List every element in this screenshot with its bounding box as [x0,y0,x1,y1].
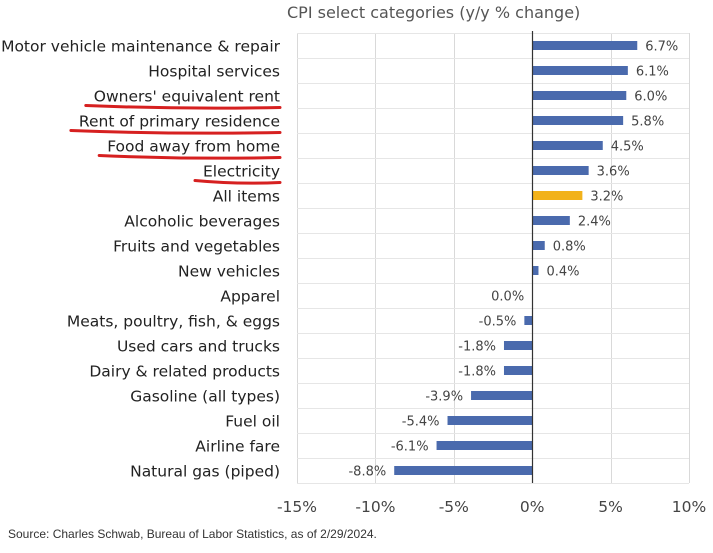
value-label-11: -0.5% [479,315,517,330]
bar-8 [532,241,545,250]
value-label-3: 5.8% [631,115,664,130]
x-tick-label-5: 10% [672,498,706,516]
bar-14 [471,391,533,400]
category-label-3: Rent of primary residence [79,113,280,131]
bar-9 [532,266,539,275]
bar-3 [532,116,624,125]
value-label-6: 3.2% [590,190,623,205]
bar-2 [532,91,627,100]
highlight-underline-5 [193,179,282,185]
category-label-11: Meats, poultry, fish, & eggs [67,313,280,331]
source-note: Source: Charles Schwab, Bureau of Labor … [8,527,377,541]
bar-16 [436,441,533,450]
x-tick-label-3: 0% [520,498,545,516]
value-label-9: 0.4% [546,265,579,280]
highlight-underline-2 [84,104,282,110]
value-label-15: -5.4% [402,415,440,430]
value-label-17: -8.8% [348,465,386,480]
category-label-6: All items [213,188,280,206]
category-label-15: Fuel oil [225,413,280,431]
value-label-10: 0.0% [491,290,524,305]
x-tick-label-2: -5% [439,498,469,516]
bar-1 [532,66,628,75]
highlight-underline-3 [69,129,282,135]
category-label-17: Natural gas (piped) [130,463,280,481]
value-label-2: 6.0% [634,90,667,105]
x-tick-label-0: -15% [277,498,317,516]
bar-7 [532,216,570,225]
category-label-9: New vehicles [178,263,280,281]
bar-12 [503,341,533,350]
category-label-12: Used cars and trucks [117,338,280,356]
category-label-14: Gasoline (all types) [130,388,280,406]
bar-17 [394,466,533,475]
chart-title: CPI select categories (y/y % change) [287,3,581,22]
bar-0 [532,41,638,50]
category-label-7: Alcoholic beverages [124,213,280,231]
bar-4 [532,141,603,150]
value-label-8: 0.8% [553,240,586,255]
bar-11 [524,316,533,325]
value-label-7: 2.4% [578,215,611,230]
category-label-1: Hospital services [148,63,280,81]
value-label-13: -1.8% [458,365,496,380]
value-label-4: 4.5% [611,140,644,155]
x-tick-label-1: -10% [355,498,395,516]
value-label-14: -3.9% [425,390,463,405]
category-label-13: Dairy & related products [89,363,280,381]
value-label-0: 6.7% [645,40,678,55]
value-label-12: -1.8% [458,340,496,355]
category-label-8: Fruits and vegetables [113,238,280,256]
category-label-16: Airline fare [195,438,280,456]
category-label-4: Food away from home [107,138,280,156]
category-label-5: Electricity [203,163,280,181]
value-label-5: 3.6% [597,165,630,180]
value-label-1: 6.1% [636,65,669,80]
bar-6 [532,191,583,200]
bar-15 [447,416,533,425]
category-label-2: Owners' equivalent rent [94,88,280,106]
highlight-underline-4 [97,154,282,160]
bar-13 [503,366,533,375]
x-tick-label-4: 5% [598,498,623,516]
bar-5 [532,166,589,175]
value-label-16: -6.1% [391,440,429,455]
category-label-10: Apparel [220,288,280,306]
category-label-0: Motor vehicle maintenance & repair [1,38,281,56]
